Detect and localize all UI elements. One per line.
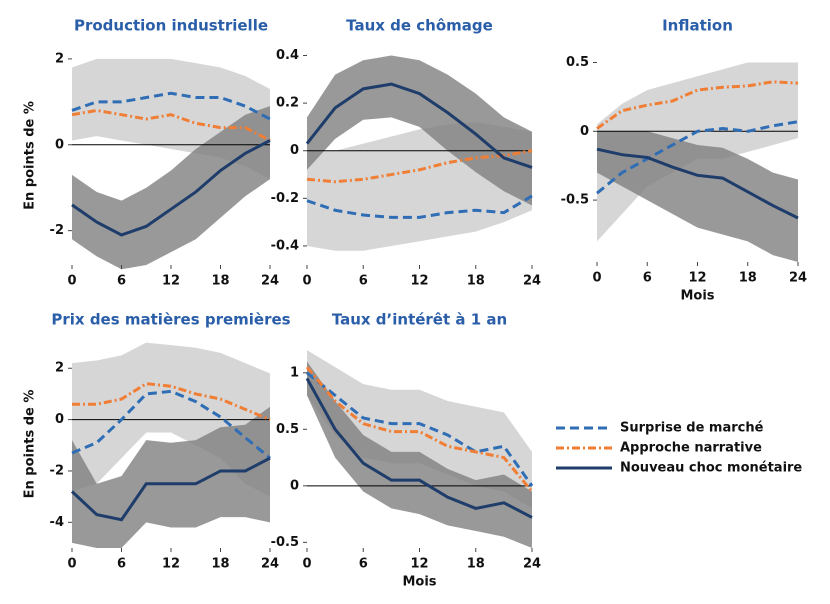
x-tick-label: 24 — [261, 274, 279, 289]
x-tick-label: 24 — [261, 557, 279, 572]
chart-title: Prix des matières premières — [51, 311, 290, 329]
series-line — [71, 108, 271, 142]
legend-label: Surprise de marché — [620, 421, 764, 436]
y-tick-label: -0.5 — [561, 193, 589, 208]
series-line — [305, 377, 533, 519]
x-tick-label: 0 — [67, 557, 76, 572]
x-tick-label: 12 — [410, 274, 428, 289]
y-tick-label: 2 — [55, 51, 64, 66]
y-tick-label: 2 — [55, 361, 64, 376]
y-tick-label: 1 — [290, 365, 299, 380]
y-tick-label: 0 — [55, 412, 64, 427]
confidence-band — [597, 131, 798, 262]
y-tick-label: -0.4 — [271, 238, 299, 253]
x-tick-label: 18 — [467, 557, 485, 572]
confidence-band — [72, 106, 270, 270]
series-line — [70, 456, 271, 522]
chart-title: Taux de chômage — [346, 17, 493, 35]
y-tick-label: 0 — [55, 137, 64, 152]
x-tick-label: 18 — [739, 271, 757, 286]
x-tick-label: 0 — [592, 271, 601, 286]
series-line — [306, 371, 534, 487]
y-tick-label: -0.2 — [271, 191, 299, 206]
x-tick-label: 0 — [302, 557, 311, 572]
x-tick-label: 6 — [359, 557, 368, 572]
series-line — [596, 120, 799, 195]
y-tick-label: 0.5 — [566, 55, 589, 70]
x-axis-label: Mois — [680, 289, 714, 304]
x-tick-label: 12 — [162, 557, 180, 572]
x-tick-label: 24 — [523, 274, 541, 289]
y-axis-label: En points de % — [23, 390, 38, 499]
x-tick-label: 6 — [359, 274, 368, 289]
series-line — [71, 389, 271, 460]
x-tick-label: 18 — [467, 274, 485, 289]
y-tick-label: 0 — [290, 143, 299, 158]
x-tick-label: 12 — [410, 557, 428, 572]
y-tick-label: -2 — [50, 463, 64, 478]
series-line — [596, 147, 799, 220]
x-tick-label: 6 — [117, 557, 126, 572]
x-tick-label: 6 — [643, 271, 652, 286]
x-tick-label: 12 — [688, 271, 706, 286]
series-line — [72, 382, 271, 421]
series-line — [71, 91, 271, 121]
y-tick-label: 0.4 — [276, 48, 299, 63]
confidence-band — [72, 406, 270, 548]
chart-title: Inflation — [662, 17, 733, 35]
x-tick-label: 0 — [67, 274, 76, 289]
confidence-band — [307, 55, 532, 206]
confidence-band — [307, 350, 532, 509]
x-tick-label: 24 — [789, 271, 807, 286]
chart-title: Taux d’intérêt à 1 an — [332, 311, 507, 329]
series-line — [596, 80, 799, 130]
legend-label: Approche narrative — [620, 441, 762, 456]
series-line — [305, 82, 533, 169]
y-tick-label: 0 — [580, 124, 589, 139]
y-tick-label: -4 — [50, 515, 64, 530]
confidence-band — [307, 361, 532, 548]
x-tick-label: 6 — [117, 274, 126, 289]
y-axis-label: En points de % — [23, 101, 38, 210]
x-tick-label: 18 — [211, 557, 229, 572]
y-tick-label: -0.5 — [271, 535, 299, 550]
x-tick-label: 12 — [162, 274, 180, 289]
series-line — [71, 139, 271, 237]
x-tick-label: 24 — [523, 557, 541, 572]
y-tick-label: 0.5 — [276, 422, 299, 437]
x-axis-label: Mois — [402, 575, 436, 590]
y-tick-label: 0.2 — [276, 96, 299, 111]
series-line — [306, 149, 533, 184]
y-tick-label: 0 — [290, 478, 299, 493]
series-line — [306, 194, 533, 219]
x-tick-label: 0 — [302, 274, 311, 289]
chart-title: Production industrielle — [74, 17, 268, 35]
legend-label: Nouveau choc monétaire — [620, 461, 802, 476]
y-tick-label: -2 — [50, 223, 64, 238]
x-tick-label: 18 — [211, 274, 229, 289]
